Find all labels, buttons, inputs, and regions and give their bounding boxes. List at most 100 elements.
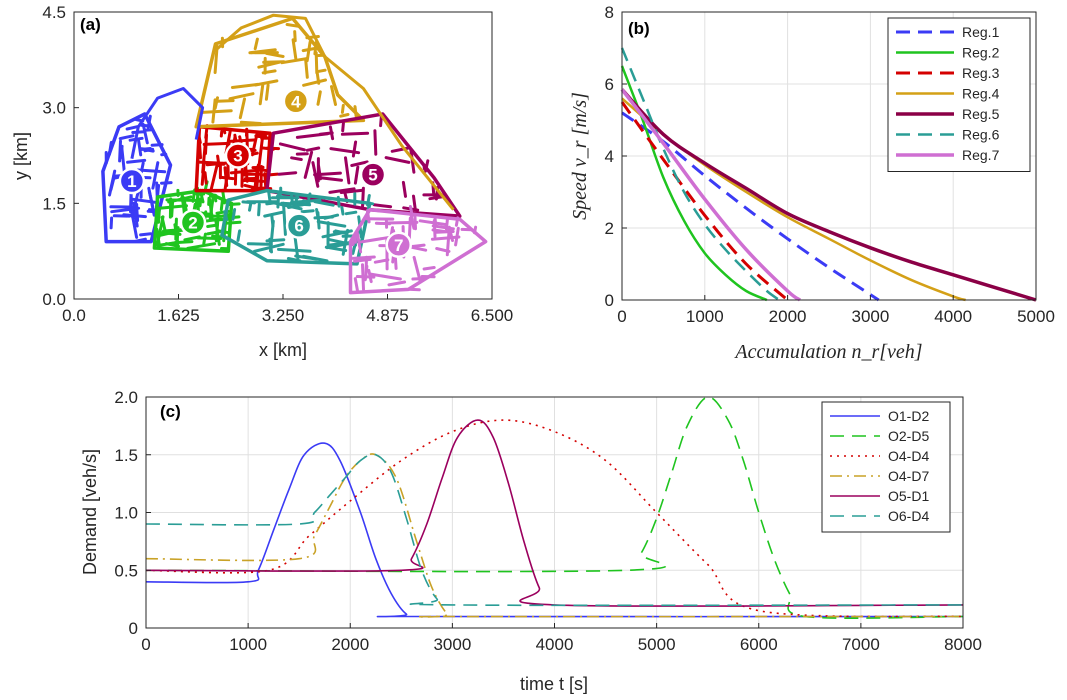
street-segment (146, 114, 152, 130)
street-segment (239, 120, 262, 125)
street-segment (315, 208, 320, 221)
panel-c-xlabel: time t [s] (520, 674, 588, 694)
street-segment (125, 125, 139, 131)
street-segment (200, 160, 206, 186)
region-2-label: 2 (188, 213, 197, 232)
panel-a-xtick-label: 4.875 (366, 306, 409, 325)
street-segment (118, 134, 135, 141)
panel-c-ytick-label: 1.5 (114, 446, 138, 465)
street-segment (319, 176, 343, 182)
panel-b-legend-label: Reg.1 (962, 24, 1000, 40)
street-segment (430, 235, 461, 241)
street-segment (336, 195, 341, 208)
panel-b-xtick-label: 4000 (934, 307, 972, 326)
street-segment (313, 200, 335, 207)
street-segment (225, 220, 242, 225)
panel-b-ytick-label: 8 (605, 3, 614, 22)
street-segment (431, 224, 455, 231)
panel-b-series (620, 47, 1037, 302)
panel-b-series-Reg.2 (620, 65, 768, 302)
panel-b-legend-label: Reg.7 (962, 147, 1000, 163)
panel-b-legend-label: Reg.2 (962, 45, 1000, 61)
street-segment (412, 194, 417, 212)
street-segment (293, 30, 297, 43)
panel-c-legend-label: O4-D4 (888, 448, 929, 464)
street-segment (136, 168, 167, 174)
street-segment (231, 208, 237, 221)
street-segment (150, 143, 164, 147)
street-segment (340, 103, 345, 114)
street-segment (286, 257, 302, 263)
street-segment (277, 247, 312, 253)
panel-b-series-Reg.1 (621, 111, 880, 302)
panel-b-xtick-label: 5000 (1017, 307, 1055, 326)
street-segment (340, 131, 370, 136)
region-5-label: 5 (368, 166, 377, 185)
panel-c-xtick-label: 4000 (536, 635, 574, 654)
street-segment (227, 202, 241, 206)
street-segment (332, 230, 348, 234)
street-segment (364, 255, 368, 275)
street-segment (305, 35, 320, 40)
panel-c-xtick-label: 1000 (229, 635, 267, 654)
panel-a-ytick-label: 0.0 (42, 290, 66, 309)
street-segment (367, 268, 373, 284)
panel-a-xlabel: x [km] (259, 340, 307, 360)
panel-c-xtick-label: 3000 (433, 635, 471, 654)
street-segment (285, 23, 300, 28)
street-segment (253, 37, 259, 51)
panel-c-xtick-label: 6000 (740, 635, 778, 654)
panel-b-ticks: 0 1000 2000 3000 4000 5000 0 2 4 6 8 (605, 3, 1055, 326)
street-segment (223, 169, 230, 192)
panel-b-xtick-label: 2000 (769, 307, 807, 326)
street-segment (424, 159, 430, 173)
panel-b-legend-label: Reg.3 (962, 65, 1000, 81)
panel-c-legend: O1-D2 O2-D5 O4-D4 O4-D7 O5-D1 O6-D4 (821, 401, 951, 533)
street-segment (202, 141, 231, 146)
street-segment (109, 177, 116, 192)
street-segment (211, 98, 217, 124)
panel-a-ytick-label: 1.5 (42, 194, 66, 213)
street-segment (344, 210, 358, 216)
street-segment (422, 163, 426, 171)
panel-b-legend: Reg.1 Reg.2 Reg.3 Reg.4 Reg.5 Reg.6 Reg.7 (887, 17, 1031, 172)
region-1-badge (118, 167, 146, 195)
street-segment (271, 201, 303, 211)
region-4-badge (282, 88, 310, 115)
street-segment (314, 51, 319, 75)
panel-b-xtick-label: 3000 (851, 307, 889, 326)
street-segment (236, 229, 242, 242)
street-segment (313, 171, 342, 177)
panel-c-legend-label: O2-D5 (888, 428, 929, 444)
street-segment (432, 219, 437, 239)
region-7-badge (385, 231, 413, 259)
panel-b-ytick-label: 6 (605, 75, 614, 94)
street-segment (374, 221, 392, 226)
street-segment (295, 132, 330, 139)
street-segment (372, 203, 393, 209)
street-segment (219, 198, 224, 212)
street-segment (261, 69, 277, 75)
panel-c-xtick-label: 5000 (638, 635, 676, 654)
street-segment (167, 195, 193, 204)
street-segment (252, 242, 285, 253)
street-segment (340, 206, 345, 216)
street-segment (214, 218, 221, 246)
panel-b-xtick-label: 1000 (686, 307, 724, 326)
panel-c-series (145, 396, 964, 619)
panel-c-ytick-label: 0.5 (114, 561, 138, 580)
panel-b-ytick-label: 2 (605, 219, 614, 238)
street-segment (137, 139, 143, 157)
street-segment (160, 181, 173, 185)
street-segment (254, 132, 268, 138)
region-7-label: 7 (394, 236, 403, 255)
street-segment (173, 240, 194, 245)
panel-c-ytick-label: 2.0 (114, 388, 138, 407)
panel-a-ytick-label: 3.0 (42, 99, 66, 118)
panel-c-legend-label: O4-D7 (888, 468, 929, 484)
street-segment (139, 232, 153, 237)
panel-b-xtick-label: 0 (617, 307, 626, 326)
street-segment (418, 219, 447, 226)
street-segment (361, 263, 365, 291)
street-segment (341, 121, 345, 133)
